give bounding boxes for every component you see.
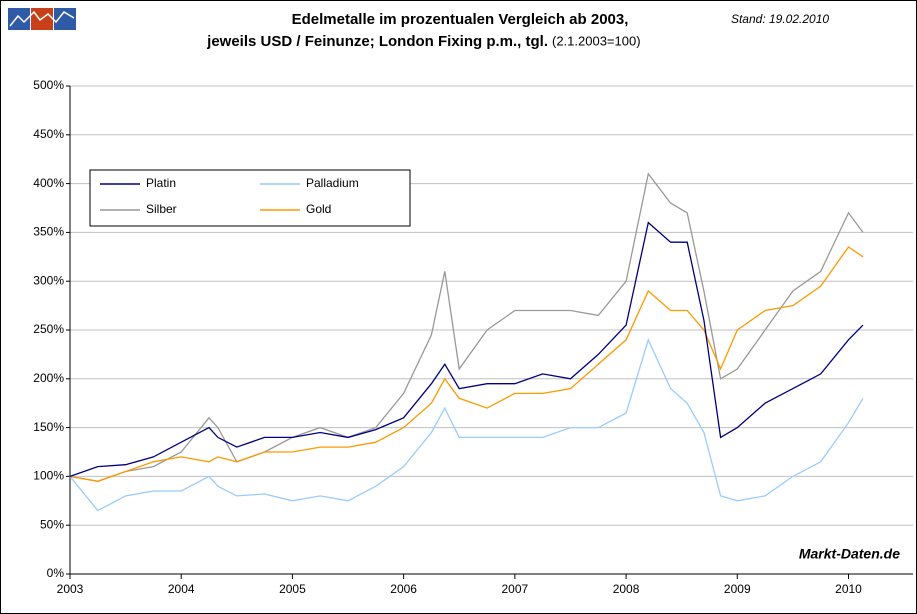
subtitle-note: (2.1.2003=100) xyxy=(552,33,641,48)
legend-label: Silber xyxy=(146,202,177,216)
y-tick-label: 400% xyxy=(33,176,64,190)
watermark: Markt-Daten.de xyxy=(799,546,900,562)
y-tick-label: 150% xyxy=(33,420,64,434)
chart-subtitle: jeweils USD / Feinunze; London Fixing p.… xyxy=(206,33,548,50)
y-tick-label: 250% xyxy=(33,322,64,336)
date-note: Stand: 19.02.2010 xyxy=(731,12,829,26)
y-tick-label: 200% xyxy=(33,371,64,385)
series-line xyxy=(69,172,864,482)
y-tick-label: 350% xyxy=(33,225,64,239)
legend: Platin Palladium Silber Gold xyxy=(89,169,411,227)
y-tick-label: 300% xyxy=(33,273,64,287)
series-line xyxy=(69,337,864,512)
x-tick-label: 2009 xyxy=(724,582,751,596)
x-tick-label: 2007 xyxy=(502,582,529,596)
y-tick-label: 0% xyxy=(47,566,65,580)
series-line xyxy=(69,221,864,478)
legend-box xyxy=(89,169,411,227)
x-tick-label: 2006 xyxy=(390,582,417,596)
x-tick-label: 2004 xyxy=(168,582,195,596)
x-tick-label: 2005 xyxy=(279,582,306,596)
x-tick-label: 2003 xyxy=(57,582,84,596)
legend-label: Platin xyxy=(146,176,176,190)
x-tick-label: 2010 xyxy=(835,582,862,596)
y-tick-label: 50% xyxy=(40,517,64,531)
x-tick-label: 2008 xyxy=(613,582,640,596)
y-tick-label: 450% xyxy=(33,127,64,141)
chart-title: Edelmetalle im prozentualen Vergleich ab… xyxy=(292,11,629,28)
y-tick-label: 500% xyxy=(33,78,64,92)
legend-label: Gold xyxy=(306,202,331,216)
legend-label: Palladium xyxy=(306,176,359,190)
series-line xyxy=(69,246,864,482)
logo xyxy=(8,8,76,30)
y-tick-label: 100% xyxy=(33,469,64,483)
plot-area xyxy=(66,85,913,579)
